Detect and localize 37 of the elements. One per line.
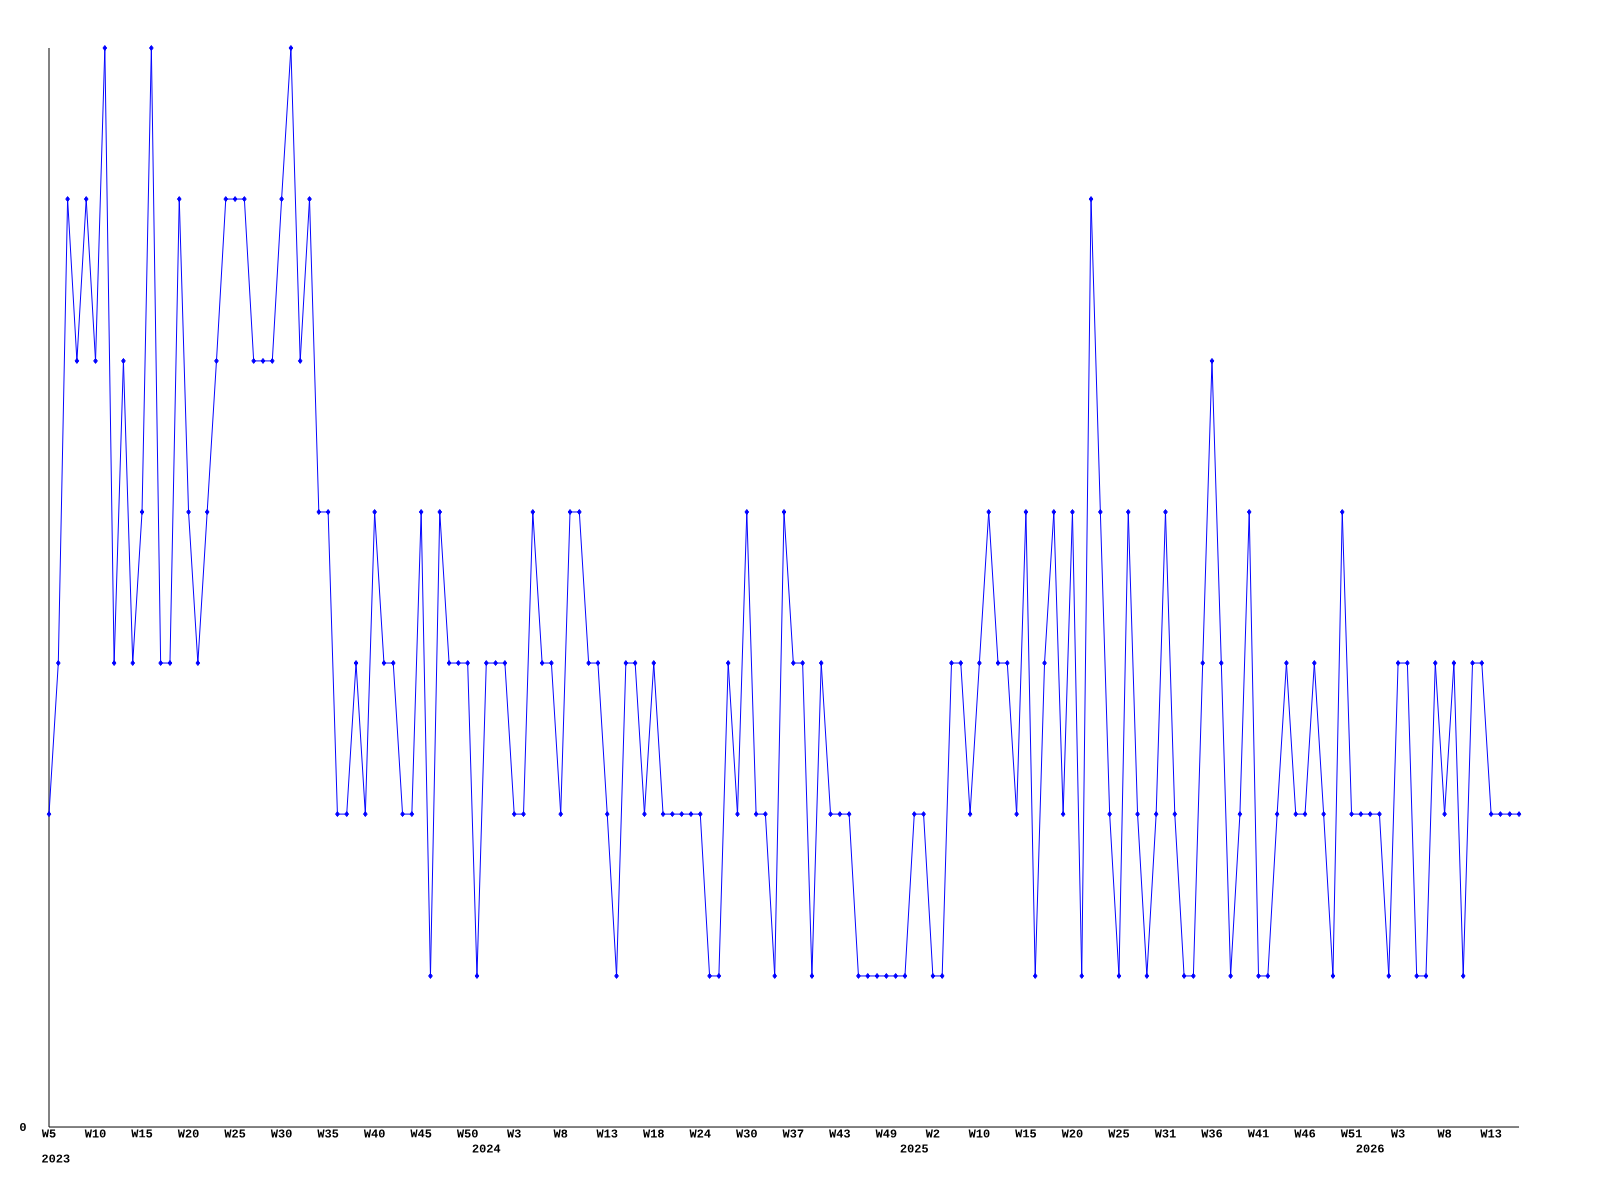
x-tick-label: W41 [1247,1129,1269,1138]
x-tick-label: W15 [131,1129,153,1138]
x-tick-label: W5 [41,1129,56,1138]
x-tick-label: W31 [1154,1129,1176,1138]
x-tick-label: W40 [363,1129,385,1138]
x-tick-label: W36 [1201,1129,1223,1138]
x-tick-label: W8 [553,1129,568,1138]
x-tick-label: W10 [968,1129,990,1138]
x-tick-label: W8 [1437,1129,1452,1138]
x-tick-label: W20 [177,1129,199,1138]
x-tick-label: W51 [1340,1129,1362,1138]
x-tick-label: W25 [224,1129,246,1138]
x-tick-label: 2024 [472,1144,501,1153]
x-tick-label: W30 [736,1129,757,1138]
text: 0 [20,1122,26,1132]
x-tick-label: W37 [782,1129,804,1138]
x-tick-label: 2026 [1356,1144,1384,1153]
x-tick-label: W35 [317,1129,339,1138]
x-tick-label: W24 [689,1129,711,1138]
x-tick-label: W30 [270,1129,292,1138]
x-tick-label: W3 [507,1129,521,1138]
x-tick-label: W10 [84,1129,106,1138]
text: 2023 [42,1154,70,1163]
x-tick-label: W13 [596,1129,618,1138]
x-tick-label: W50 [456,1129,478,1138]
x-tick-label: W43 [829,1129,850,1138]
x-tick-label: W13 [1480,1129,1502,1138]
x-tick-label: W18 [643,1129,664,1138]
x-tick-label: W46 [1294,1129,1316,1138]
x-tick-label: W20 [1061,1129,1083,1138]
x-tick-label: W49 [875,1129,897,1138]
x-tick-label: 2025 [900,1144,928,1153]
x-tick-label: W45 [410,1129,432,1138]
x-tick-label: W2 [925,1129,940,1138]
x-tick-label: W15 [1015,1129,1037,1138]
x-tick-label: W25 [1108,1129,1130,1138]
x-tick-label: W3 [1390,1129,1405,1138]
